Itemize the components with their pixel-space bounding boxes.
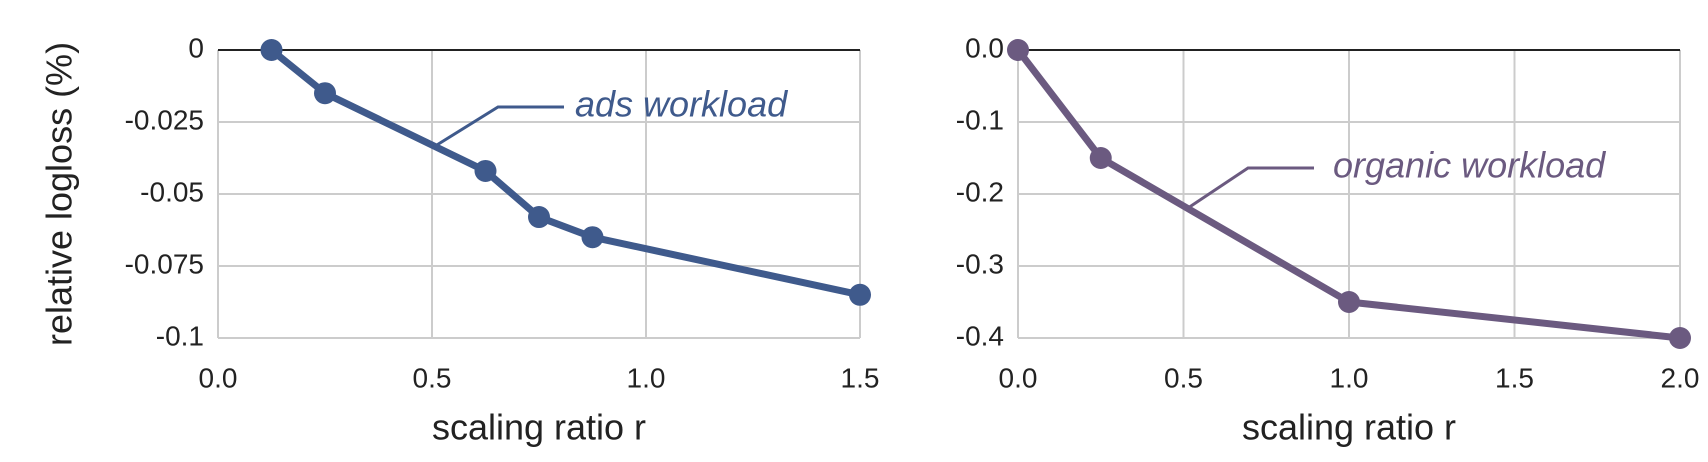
data-point [1338,291,1360,313]
leader-line [1187,166,1314,210]
y-tick-label: 0.0 [965,32,1004,63]
y-tick-label: -0.075 [125,248,204,279]
x-tick-label: 2.0 [1661,362,1700,393]
y-tick-label: -0.05 [140,176,204,207]
x-tick-label: 0.0 [999,362,1038,393]
data-point [849,283,871,306]
data-point [314,82,336,105]
data-point [1669,327,1691,349]
annotation: organic workload [1333,145,1606,186]
x-tick-label: 0.5 [1164,362,1203,393]
x-tick-label: 0.5 [413,362,452,393]
data-point [581,226,604,249]
data-point [474,159,497,182]
y-tick-label: -0.025 [125,104,204,135]
y-tick-label: 0 [188,32,204,63]
y-tick-label: -0.3 [956,248,1004,279]
x-tick-label: 1.5 [841,362,880,393]
data-point [1089,147,1112,169]
x-axis-label: scaling ratio r [1242,407,1456,448]
y-tick-label: -0.2 [956,176,1004,207]
data-point [1007,39,1029,61]
x-tick-label: 1.0 [627,362,666,393]
data-line [1015,47,1681,342]
data-point [528,206,550,229]
x-tick-label: 1.5 [1495,362,1534,393]
x-tick-label: 1.0 [1330,362,1369,393]
y-tick-label: -0.4 [956,320,1004,351]
data-line [269,47,861,299]
leader-line [431,105,564,150]
data-point [260,39,283,61]
y-tick-label: -0.1 [156,320,204,351]
y-axis-label: relative logloss (%) [39,42,80,346]
x-tick-label: 0.0 [199,362,238,393]
x-axis-label: scaling ratio r [432,407,646,448]
annotation: ads workload [575,84,788,125]
y-tick-label: -0.1 [956,104,1004,135]
